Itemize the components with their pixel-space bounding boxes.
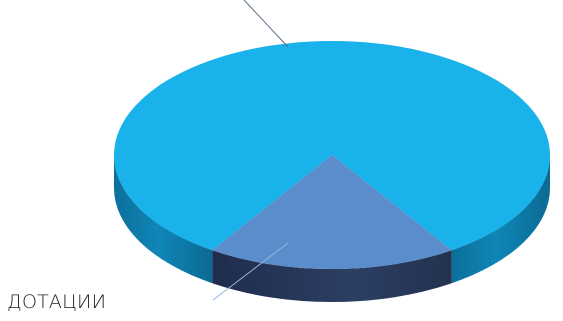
pie-slice-side-0-0 (114, 155, 213, 284)
pie-slice-0 (113, 40, 550, 251)
leader-line-0 (243, 0, 289, 48)
pie-slice-1 (212, 155, 452, 269)
slice-label-1: ДОТАЦИИ (7, 291, 106, 313)
leader-line-1 (212, 242, 289, 301)
pie-slice-side-0-1 (451, 155, 550, 284)
pie-slice-side-1-0 (212, 250, 452, 302)
